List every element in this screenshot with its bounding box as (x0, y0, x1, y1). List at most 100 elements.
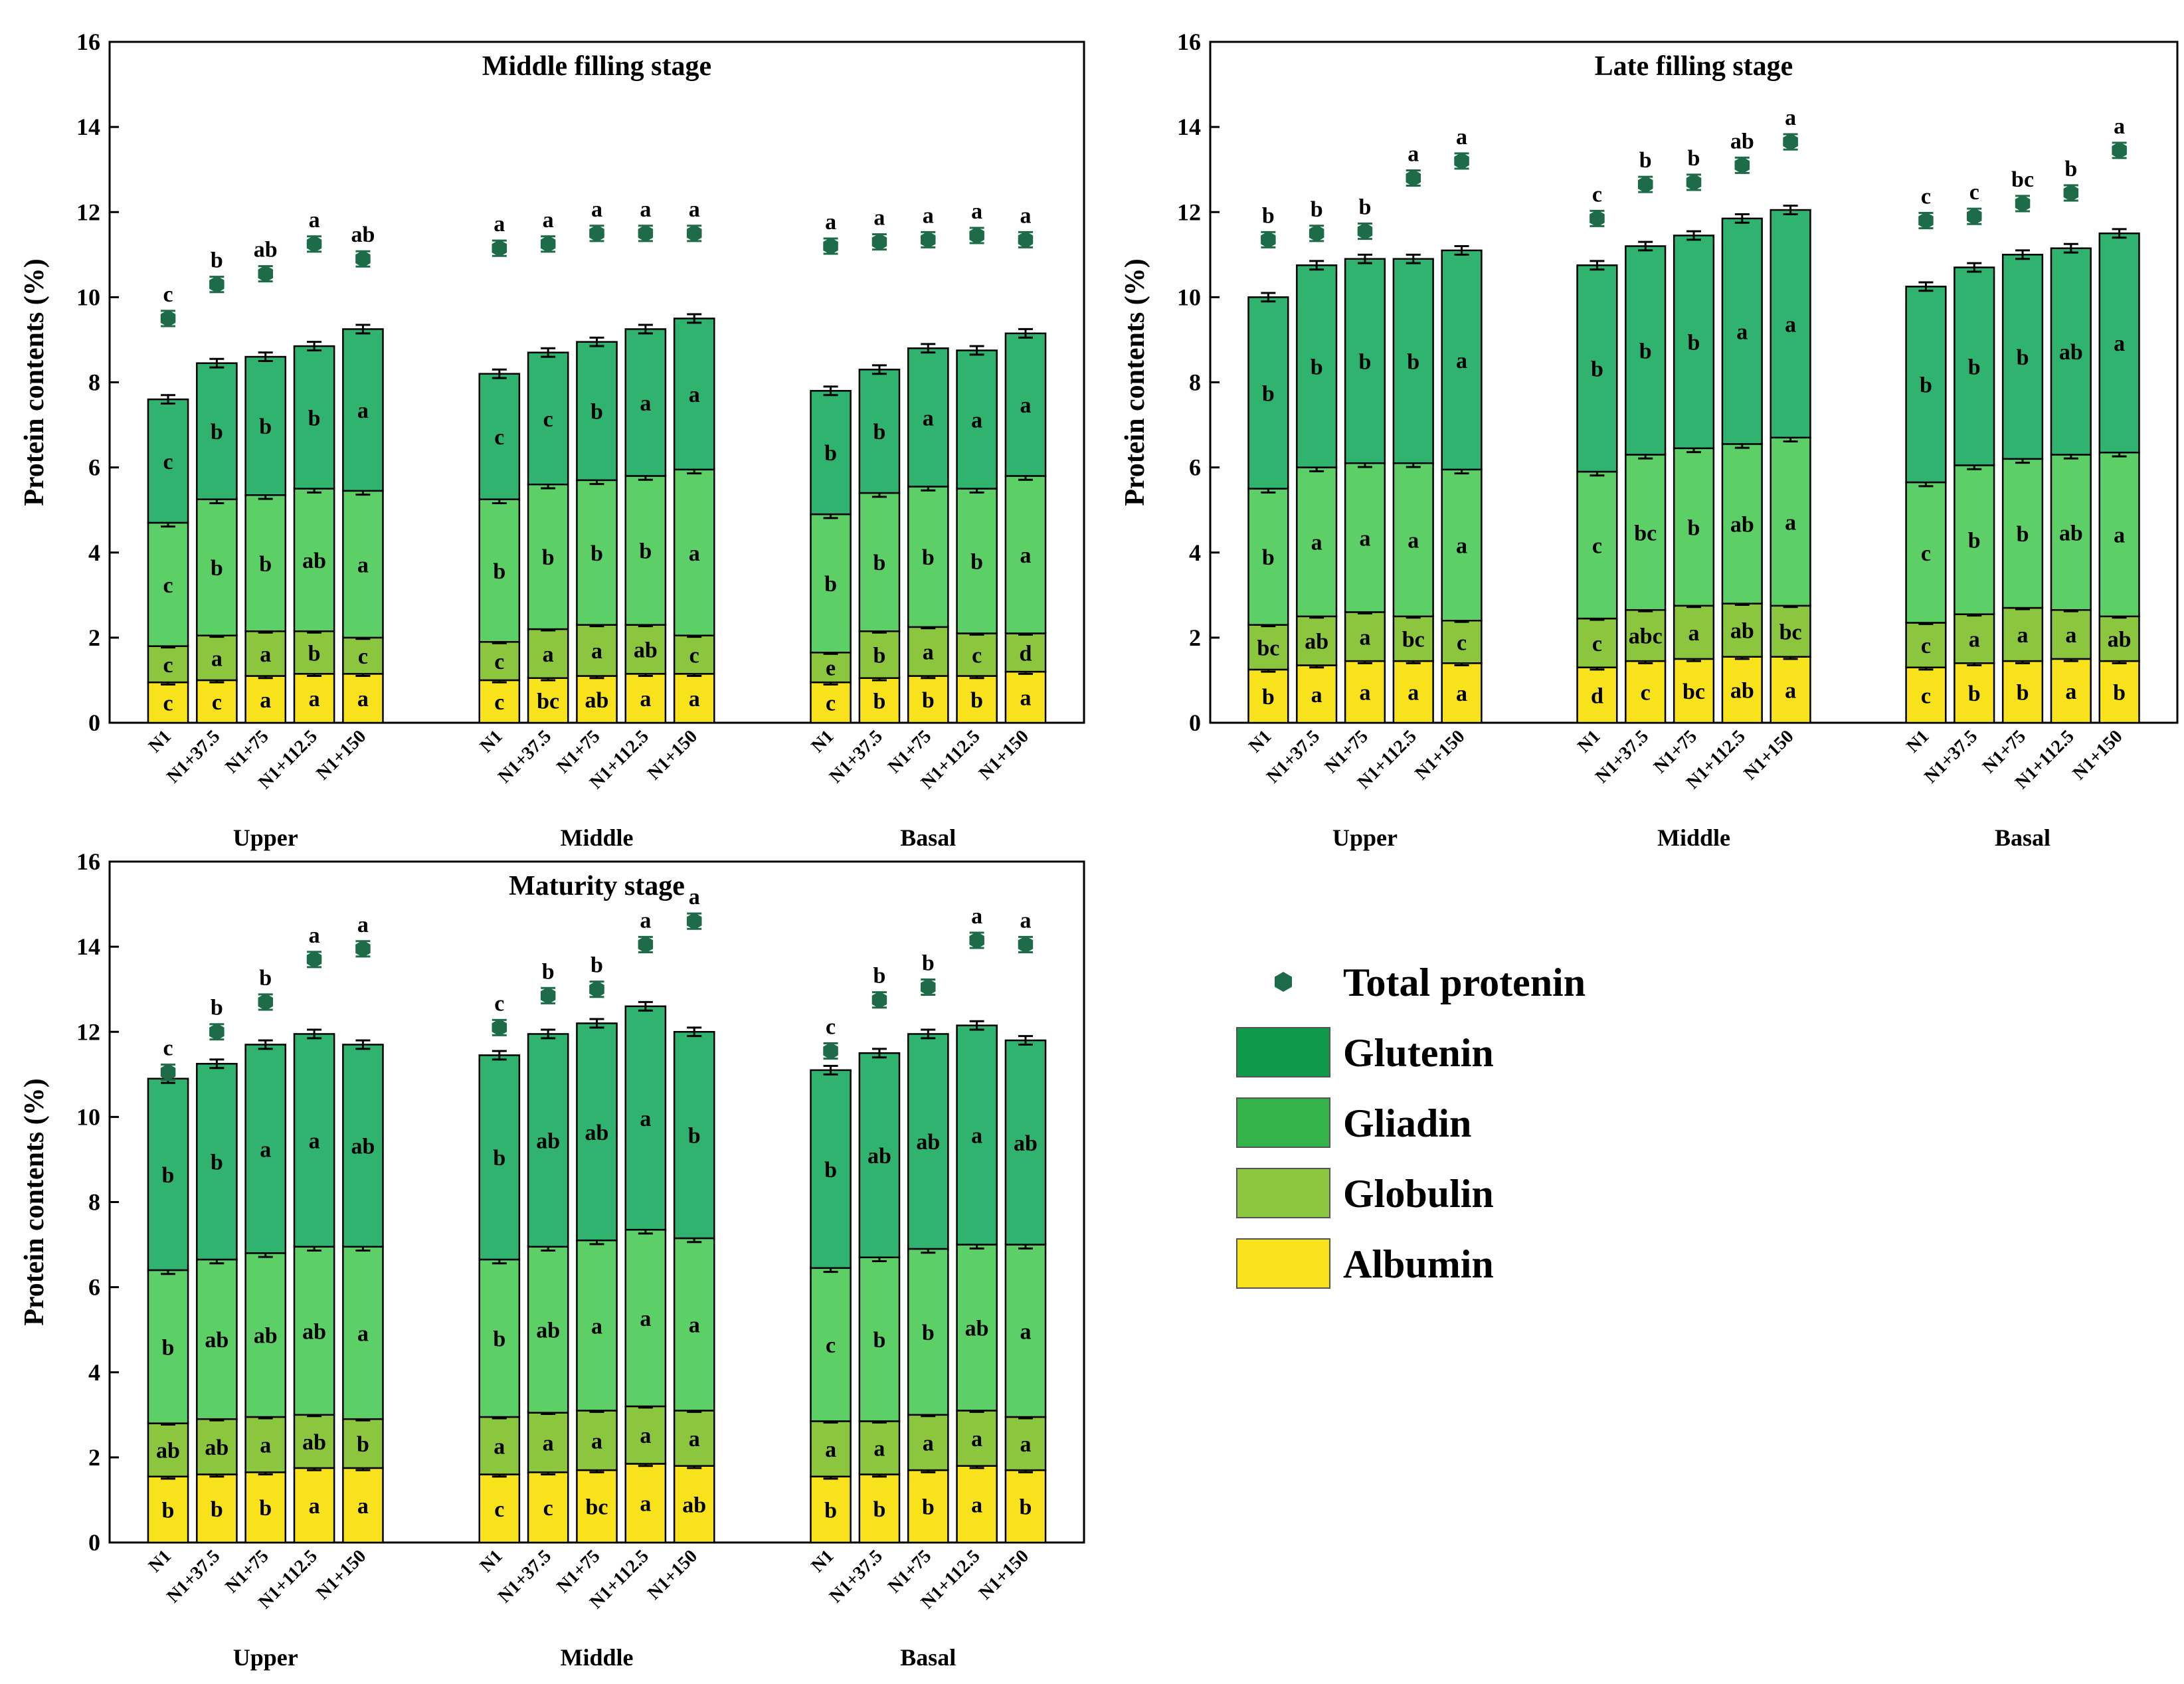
sig-letter-glutenin: b (824, 1158, 837, 1182)
bar-glutenin (1625, 245, 1667, 456)
sig-letter-gliadin: ab (302, 1319, 326, 1344)
legend-label: Gliadin (1343, 1101, 1471, 1145)
bar-gliadin (1296, 466, 1338, 618)
x-tick-label: N1+37.5 (1263, 726, 1324, 787)
x-tick-label: N1 (807, 726, 838, 757)
sig-letter-gliadin: ab (302, 549, 326, 573)
bar-globulin (576, 1410, 618, 1471)
bar-glutenin (478, 1054, 521, 1261)
sig-letter-albumin: b (2017, 681, 2029, 705)
bar-albumin (810, 1475, 852, 1544)
bar-globulin (196, 1418, 238, 1475)
total-protein-point (638, 225, 654, 242)
sig-letter-glutenin: ab (536, 1129, 560, 1154)
x-tick-label: N1 (145, 1546, 175, 1576)
y-tick-label: 14 (76, 114, 100, 140)
y-axis-label: Protein contents (%) (1120, 258, 1150, 506)
group-label: Basal (1995, 824, 2050, 851)
bar-globulin (673, 634, 715, 675)
sig-letter-total: a (1456, 125, 1467, 149)
sig-letter-gliadin: b (922, 545, 935, 570)
sig-letter-gliadin: a (640, 1307, 651, 1331)
sig-letter-globulin: abc (1629, 624, 1663, 649)
sig-letter-globulin: ab (634, 638, 658, 662)
sig-letter-gliadin: b (873, 551, 885, 575)
sig-letter-total: ab (254, 238, 278, 262)
x-tick-label: N1+37.5 (1592, 726, 1653, 787)
bar-gliadin (2050, 454, 2092, 611)
bar-glutenin (1296, 264, 1338, 468)
x-tick-label: N1+37.5 (163, 726, 224, 787)
bar-glutenin (673, 318, 715, 471)
sig-letter-glutenin: b (688, 1124, 701, 1149)
sig-letter-glutenin: a (971, 409, 982, 433)
sig-letter-glutenin: a (1020, 393, 1031, 418)
sig-letter-globulin: a (260, 1434, 271, 1458)
sig-letter-albumin: a (640, 1492, 651, 1517)
sig-letter-glutenin: a (971, 1124, 982, 1149)
bar-gliadin (858, 492, 901, 632)
y-tick-label: 4 (1189, 539, 1201, 566)
legend-item-gliadin: Gliadin (1236, 1097, 1471, 1148)
bar-globulin (293, 630, 335, 675)
sig-letter-gliadin: b (922, 1321, 935, 1345)
sig-letter-globulin: a (689, 1427, 700, 1451)
bar-gliadin (196, 1258, 238, 1420)
sig-letter-gliadin: b (639, 539, 652, 564)
bar-gliadin (1004, 1244, 1047, 1418)
sig-letter-gliadin: ab (205, 1328, 228, 1353)
bar-gliadin (1721, 443, 1763, 605)
sig-letter-glutenin: ab (351, 1135, 375, 1159)
sig-letter-glutenin: a (357, 399, 369, 423)
bar-globulin (956, 632, 998, 677)
legend-swatch (1236, 1097, 1330, 1148)
bar-albumin (293, 673, 335, 724)
chart-title: Maturity stage (509, 871, 685, 901)
total-protein-point (1261, 231, 1276, 248)
x-tick-label: N1+150 (975, 726, 1033, 784)
bar-globulin (147, 1422, 189, 1477)
sig-letter-albumin: b (873, 689, 885, 713)
sig-letter-gliadin: b (970, 550, 983, 575)
sig-letter-glutenin: ab (867, 1144, 891, 1169)
total-protein-point (1454, 152, 1469, 170)
sig-letter-gliadin: b (162, 1335, 175, 1360)
legend-item-glutenin: Glutenin (1236, 1027, 1494, 1077)
total-protein-point (1734, 156, 1750, 174)
sig-letter-glutenin: b (259, 415, 272, 439)
sig-letter-glutenin: b (1968, 355, 1981, 379)
total-protein-point (258, 993, 273, 1011)
bar-albumin (527, 1471, 569, 1544)
sig-letter-albumin: b (211, 1497, 223, 1522)
sig-letter-albumin: c (494, 690, 504, 715)
sig-letter-albumin: c (1641, 681, 1651, 705)
sig-letter-globulin: c (358, 644, 368, 669)
total-protein-point (258, 265, 273, 283)
sig-letter-gliadin: a (1020, 1319, 1031, 1344)
y-tick-label: 2 (88, 624, 100, 651)
sig-letter-albumin: a (309, 687, 320, 711)
bar-albumin (624, 673, 667, 724)
sig-letter-gliadin: c (1592, 534, 1602, 559)
sig-letter-glutenin: ab (585, 1121, 609, 1145)
legend-item-albumin: Albumin (1236, 1238, 1494, 1289)
y-tick-label: 12 (76, 199, 100, 225)
y-tick-label: 0 (1189, 709, 1201, 736)
total-protein-point (589, 981, 604, 998)
sig-letter-globulin: a (1020, 1432, 1031, 1457)
bar-albumin (810, 681, 852, 724)
sig-letter-total: a (971, 904, 982, 929)
sig-letter-glutenin: b (308, 406, 321, 430)
legend-label: Glutenin (1343, 1031, 1494, 1075)
sig-letter-total: b (542, 959, 555, 984)
bar-globulin (1004, 1416, 1047, 1471)
sig-letter-gliadin: b (211, 556, 223, 581)
bar-gliadin (576, 479, 618, 626)
bar-glutenin (956, 349, 998, 490)
y-tick-label: 6 (88, 1274, 100, 1301)
total-protein-point (1918, 212, 1934, 230)
sig-letter-gliadin: a (1408, 529, 1419, 553)
sig-letter-total: b (1688, 146, 1700, 171)
bar-globulin (810, 652, 852, 684)
